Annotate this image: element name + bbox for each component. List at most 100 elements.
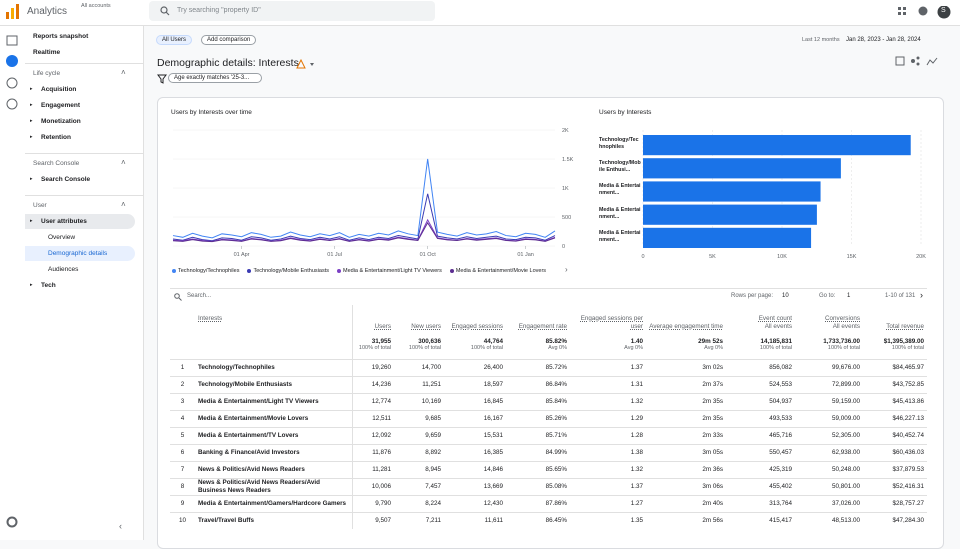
cell: 1.29	[570, 409, 646, 427]
sidebar	[0, 26, 144, 540]
cell: 7,457	[394, 477, 444, 495]
next-page[interactable]: ›	[920, 290, 923, 300]
legend-item: Technology/Mobile Enthusiasts	[247, 268, 329, 274]
legend-next[interactable]: ›	[565, 265, 568, 274]
header-label: Interests	[198, 314, 223, 322]
nav-item[interactable]: Acquisition	[41, 86, 77, 93]
nav-item[interactable]: Reports snapshot	[33, 33, 89, 40]
header-label: Engagement rate	[518, 323, 567, 330]
nav-item[interactable]: Search Console	[41, 176, 91, 183]
chevron: ˄	[121, 158, 126, 167]
cell: 87.86%	[506, 494, 570, 512]
table-row: 9 Media & Entertainment/Gamers/Hardcore G…	[170, 494, 927, 512]
total-note: 100% of total	[827, 345, 860, 352]
nav-item[interactable]: Retention	[41, 134, 71, 141]
header-cell[interactable]: Users	[352, 305, 394, 331]
header-cell[interactable]: Event count All events	[726, 305, 795, 331]
cell: 9	[170, 494, 195, 512]
line-series	[172, 221, 556, 243]
icon-rail[interactable]	[6, 34, 20, 534]
x-tick-label: 10K	[777, 254, 787, 260]
date-range[interactable]: Jan 28, 2023 - Jan 28, 2024	[846, 37, 921, 43]
total-note: 100% of total	[470, 345, 503, 352]
header-cell[interactable]: New users	[394, 305, 444, 331]
cell	[195, 331, 353, 359]
nav-section[interactable]: User	[33, 202, 47, 209]
cell: 2m 33s	[646, 426, 726, 444]
bar-label: Media & Entertainment...	[599, 183, 641, 197]
header-cell[interactable]: Total revenue	[863, 305, 927, 331]
header-cell[interactable]: Engaged sessions	[444, 305, 506, 331]
cell: 85.65%	[506, 460, 570, 478]
nav-section[interactable]: Search Console	[33, 160, 80, 167]
legend-dot	[247, 269, 252, 273]
cell: 9,790	[352, 494, 394, 512]
cell: 59,159.00	[795, 392, 863, 410]
x-tick-label: 0	[641, 254, 644, 260]
cell: 12,774	[352, 392, 394, 410]
header-cell[interactable]: Interests	[195, 305, 353, 331]
nav-item[interactable]: User attributes	[41, 218, 87, 225]
nav-divider	[25, 195, 143, 196]
nav-item[interactable]: Realtime	[33, 49, 61, 56]
total-value: 1,733,736.00	[823, 338, 860, 346]
legend-dot	[336, 269, 341, 273]
table-row: 3 Media & Entertainment/Light TV Viewers 1…	[170, 392, 927, 410]
interest-cell: Media & Entertainment/Movie Lovers	[195, 409, 353, 427]
totals-cell: 1.40 Avg 0%	[570, 331, 646, 359]
nav-item[interactable]: Monetization	[41, 118, 81, 125]
add-comparison[interactable]: Add comparison	[201, 35, 257, 45]
y-tick-label: 500	[562, 215, 571, 221]
header-actions[interactable]	[895, 56, 939, 68]
cell: 15,531	[444, 426, 506, 444]
top-icons[interactable]	[897, 6, 952, 20]
header-cell[interactable]: Average engagement time	[646, 305, 726, 331]
cell: 2m 35s	[646, 409, 726, 427]
cell: 2	[170, 375, 195, 393]
cell: 50,248.00	[795, 460, 863, 478]
nav-item[interactable]: Tech	[41, 282, 56, 289]
cell: $60,436.03	[863, 443, 927, 461]
search-box[interactable]	[149, 1, 435, 21]
table-search[interactable]: Search...	[187, 293, 212, 299]
logo	[6, 4, 19, 19]
cell: 86.45%	[506, 511, 570, 529]
cell: 1.31	[570, 375, 646, 393]
bar	[643, 204, 817, 225]
legend: Technology/Technophiles Technology/Mobile…	[172, 268, 560, 274]
avatar[interactable]: S	[941, 7, 946, 14]
nav-item[interactable]: Overview	[48, 234, 76, 241]
cell: 13,669	[444, 477, 506, 495]
cell: 7	[170, 460, 195, 478]
filter-chip[interactable]: Age exactly matches '25-3...	[168, 73, 263, 83]
cell: 1.37	[570, 477, 646, 495]
collapse-button[interactable]: ‹	[119, 521, 122, 531]
header-label: New users	[411, 323, 441, 330]
cell: 11,611	[444, 511, 506, 529]
account-picker[interactable]: All accounts	[81, 3, 111, 9]
data-table: Interests Users New users Engaged sessions E…	[170, 305, 927, 529]
header-label: Users	[374, 323, 391, 330]
nav-item[interactable]: Audiences	[48, 266, 79, 273]
title-icons[interactable]	[296, 59, 320, 69]
rows-per-page[interactable]: 10	[782, 293, 789, 299]
nav-item[interactable]: Engagement	[41, 102, 81, 109]
cell: 62,938.00	[795, 443, 863, 461]
header-cell[interactable]: Engaged sessions per user	[570, 305, 646, 331]
cell: 59,009.00	[795, 409, 863, 427]
segment-chip[interactable]: All Users	[156, 35, 193, 45]
search-placeholder: Try searching "property ID"	[177, 7, 261, 14]
x-tick-label: 01 Oct	[420, 252, 437, 258]
nav-highlight	[25, 214, 135, 229]
header-cell[interactable]: Conversions All events	[795, 305, 863, 331]
product-name: Analytics	[27, 6, 68, 17]
goto-input[interactable]: 1	[847, 293, 851, 299]
nav-item[interactable]: Demographic details	[48, 250, 108, 257]
legend-dot	[172, 269, 176, 273]
cell: 415,417	[726, 511, 795, 529]
nav-section[interactable]: Life cycle	[33, 70, 61, 77]
header-cell[interactable]: Engagement rate	[506, 305, 570, 331]
total-value: 31,955	[371, 338, 391, 346]
legend-label: Technology/Mobile Enthusiasts	[253, 268, 329, 274]
